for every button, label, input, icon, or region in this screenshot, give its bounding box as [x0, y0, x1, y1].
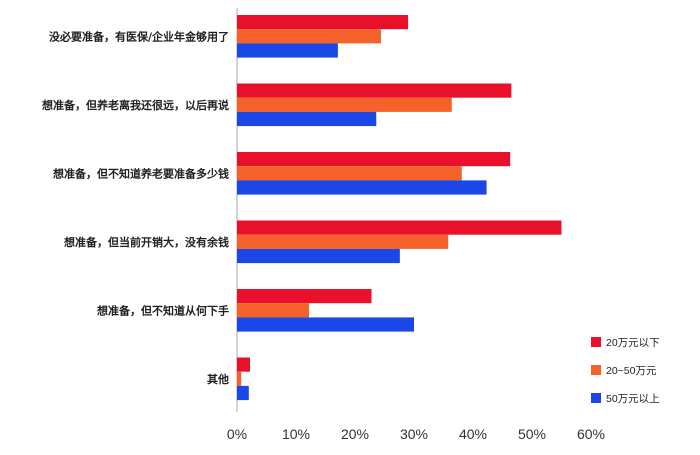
x-tick-labels: 0% 10% 20% 30% 40% 50% 60%	[227, 426, 605, 442]
x-tick-label-2: 20%	[341, 426, 369, 442]
x-tick-label-1: 10%	[282, 426, 310, 442]
bar-1-0	[237, 83, 512, 98]
x-tick-label-3: 30%	[400, 426, 428, 442]
category-label-4: 想准备，但不知道从何下手	[96, 303, 229, 317]
x-tick-label-6: 60%	[577, 426, 605, 442]
bars-group	[237, 15, 562, 401]
bar-5-0	[237, 357, 250, 372]
bar-3-1	[237, 234, 449, 249]
category-label-3: 想准备，但当前开销大，没有余钱	[63, 235, 229, 249]
bar-0-0	[237, 15, 409, 30]
legend-swatch-2	[591, 393, 601, 403]
bar-3-2	[237, 248, 400, 264]
legend-label-0: 20万元以下	[606, 337, 660, 349]
bar-2-2	[237, 180, 487, 195]
bar-0-1	[237, 29, 381, 44]
bar-1-1	[237, 97, 452, 112]
category-label-0: 没必要准备，有医保/企业年金够用了	[49, 29, 229, 43]
x-tick-label-4: 40%	[459, 426, 487, 442]
legend-label-1: 20~50万元	[606, 365, 657, 377]
category-label-5: 其他	[207, 372, 229, 386]
bar-2-1	[237, 166, 462, 181]
bar-2-0	[237, 152, 511, 167]
legend-swatch-0	[591, 337, 601, 347]
category-labels: 没必要准备，有医保/企业年金够用了想准备，但养老离我还很远，以后再说想准备，但不…	[41, 29, 229, 386]
bar-0-2	[237, 43, 338, 58]
legend-label-2: 50万元以上	[606, 393, 660, 405]
legend-swatch-1	[591, 365, 601, 375]
bar-3-0	[237, 220, 562, 235]
bar-4-1	[237, 303, 309, 318]
legend: 20万元以下 20~50万元 50万元以上	[591, 337, 660, 405]
bar-1-2	[237, 111, 377, 127]
bar-5-1	[237, 371, 242, 386]
x-tick-label-0: 0%	[227, 426, 247, 442]
bar-4-2	[237, 317, 414, 332]
bar-4-0	[237, 289, 372, 304]
category-label-2: 想准备，但不知道养老要准备多少钱	[52, 166, 229, 180]
bar-5-2	[237, 385, 249, 401]
x-tick-label-5: 50%	[518, 426, 546, 442]
category-label-1: 想准备，但养老离我还很远，以后再说	[41, 98, 229, 112]
